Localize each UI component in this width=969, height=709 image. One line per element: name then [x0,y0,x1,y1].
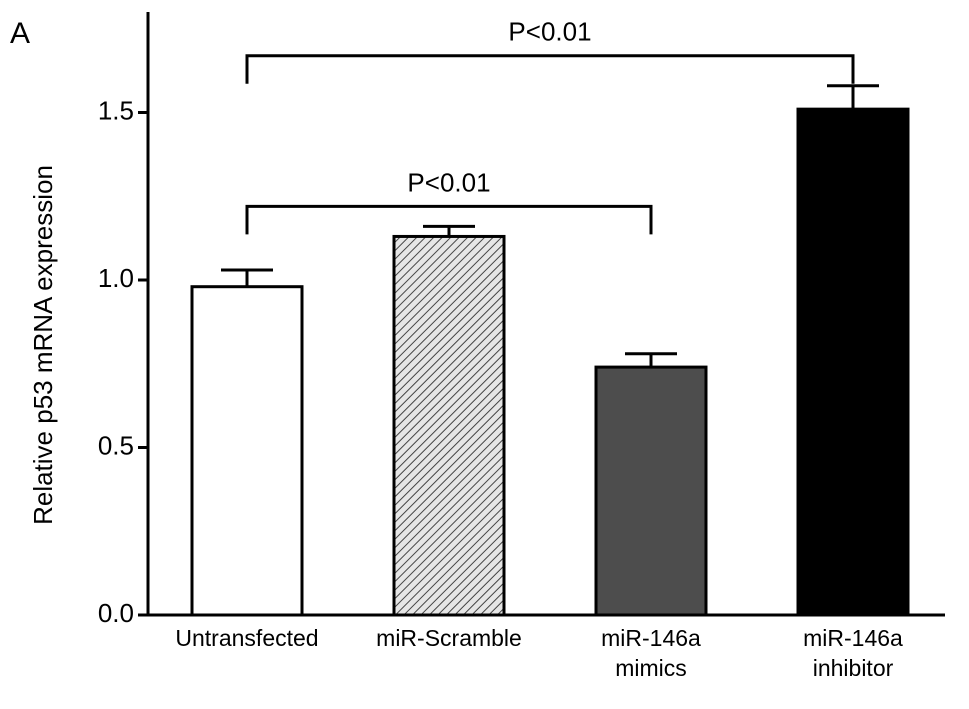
y-tick-label: 0.0 [98,598,134,628]
x-tick-label: miR-146a mimics [601,625,701,681]
y-tick-label: 1.0 [98,263,134,293]
x-tick-label: Untransfected [175,625,319,651]
y-axis-label: Relative p53 mRNA expression [28,165,58,525]
x-tick-label: miR-146a inhibitor [803,625,903,681]
y-tick-label: 1.5 [98,95,134,125]
x-tick-label: miR-Scramble [376,625,522,651]
significance-bracket [245,54,855,84]
bar [796,107,910,617]
y-tick-label: 0.5 [98,430,134,460]
significance-bracket [245,204,653,235]
bar [392,234,506,617]
bar [594,365,708,617]
panel-label: A [10,17,30,50]
significance-label: P<0.01 [508,17,591,47]
bar [190,285,304,617]
significance-label: P<0.01 [407,167,490,197]
